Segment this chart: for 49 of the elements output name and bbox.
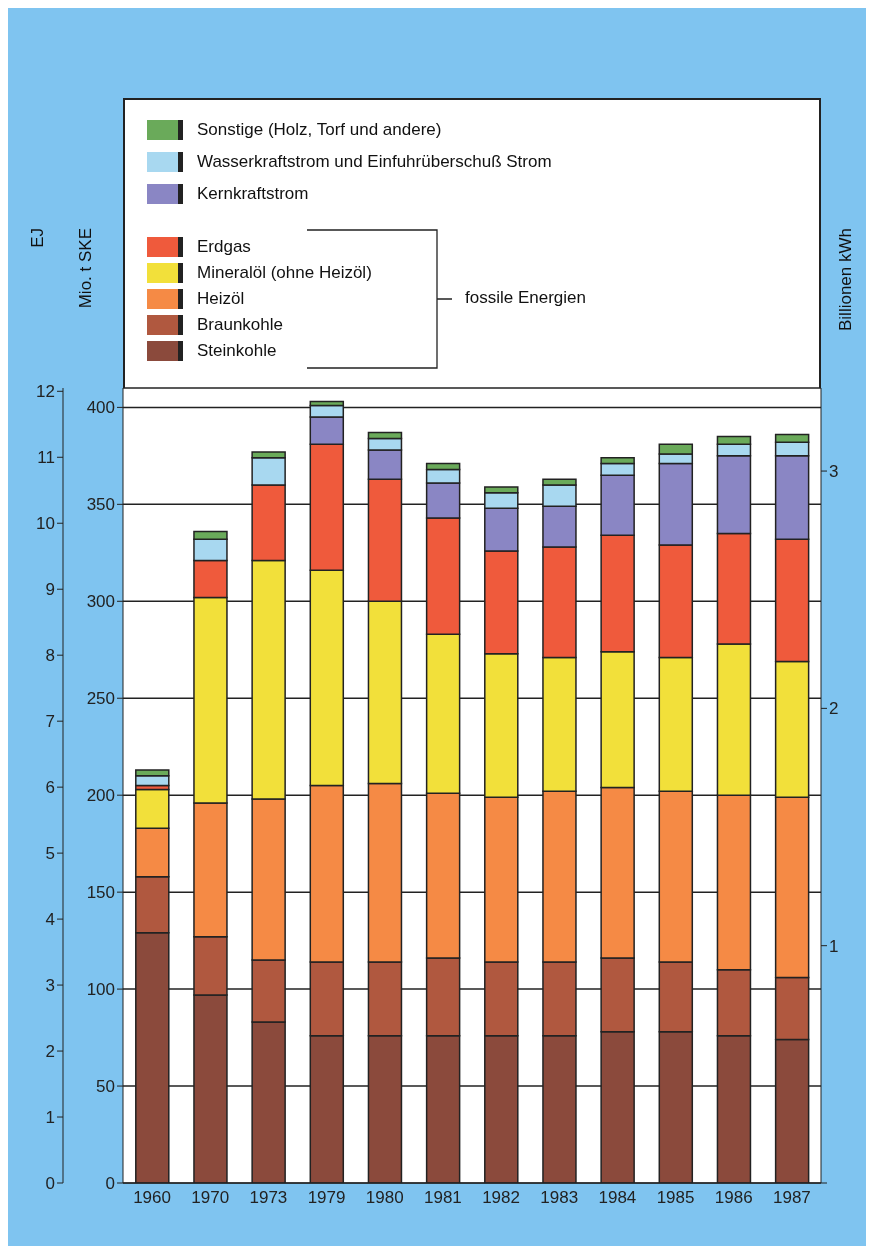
y3-tick-label: 9 [45, 580, 55, 600]
y2-tick-label: 3 [829, 462, 839, 482]
y3-tick-label: 2 [45, 1042, 55, 1062]
legend-label: Wasserkraftstrom und Einfuhrüberschuß Strom [197, 152, 552, 172]
legend-label: Steinkohle [197, 341, 277, 361]
y3-tick-label: 4 [45, 910, 55, 930]
y-tick-label: 400 [86, 398, 115, 418]
legend-label: Braunkohle [197, 315, 284, 335]
x-tick-label: 1982 [482, 1188, 520, 1208]
y3-tick-label: 7 [45, 712, 55, 732]
x-tick-label: 1973 [249, 1188, 288, 1208]
x-tick-label: 1981 [424, 1188, 462, 1208]
x-tick-label: 1979 [307, 1188, 346, 1208]
x-tick-label: 1984 [598, 1188, 637, 1208]
y3-tick-label: 3 [45, 976, 55, 996]
x-tick-label: 1970 [191, 1188, 230, 1208]
x-tick-label: 1983 [540, 1188, 579, 1208]
y-axis-title: Mio. t SKE [76, 228, 96, 309]
x-tick-label: 1980 [365, 1188, 404, 1208]
y3-tick-label: 0 [45, 1174, 55, 1194]
y2-tick-label: 2 [829, 699, 839, 719]
y-tick-label: 300 [86, 592, 115, 612]
y3-tick-label: 11 [37, 448, 55, 468]
x-tick-label: 1987 [773, 1188, 811, 1208]
legend-label: Erdgas [197, 237, 251, 257]
legend-label: Kernkraftstrom [197, 184, 309, 204]
y3-tick-label: 10 [36, 514, 55, 534]
y2-tick-label: 1 [829, 936, 839, 956]
y3-axis-title: EJ [28, 228, 48, 248]
x-tick-label: 1985 [656, 1188, 695, 1208]
legend-label: Heizöl [197, 289, 245, 309]
y3-tick-label: 6 [45, 778, 55, 798]
x-tick-label: 1986 [714, 1188, 753, 1208]
y-tick-label: 250 [86, 689, 115, 709]
text: fossile Energien [465, 288, 586, 308]
y3-tick-label: 5 [45, 844, 55, 864]
x-tick-label: 1960 [133, 1188, 171, 1208]
y-tick-label: 50 [96, 1077, 115, 1097]
y-tick-label: 150 [86, 883, 115, 903]
legend-label: Mineralöl (ohne Heizöl) [197, 263, 372, 283]
y-tick-label: 0 [105, 1174, 115, 1194]
y3-tick-label: 12 [36, 382, 55, 402]
y-tick-label: 350 [86, 495, 115, 515]
y-tick-label: 100 [86, 980, 115, 1000]
y3-tick-label: 1 [45, 1108, 55, 1128]
y3-tick-label: 8 [45, 646, 55, 666]
y-tick-label: 200 [86, 786, 115, 806]
y2-axis-title: Billionen kWh [836, 228, 856, 331]
legend-label: Sonstige (Holz, Torf und andere) [197, 120, 442, 140]
